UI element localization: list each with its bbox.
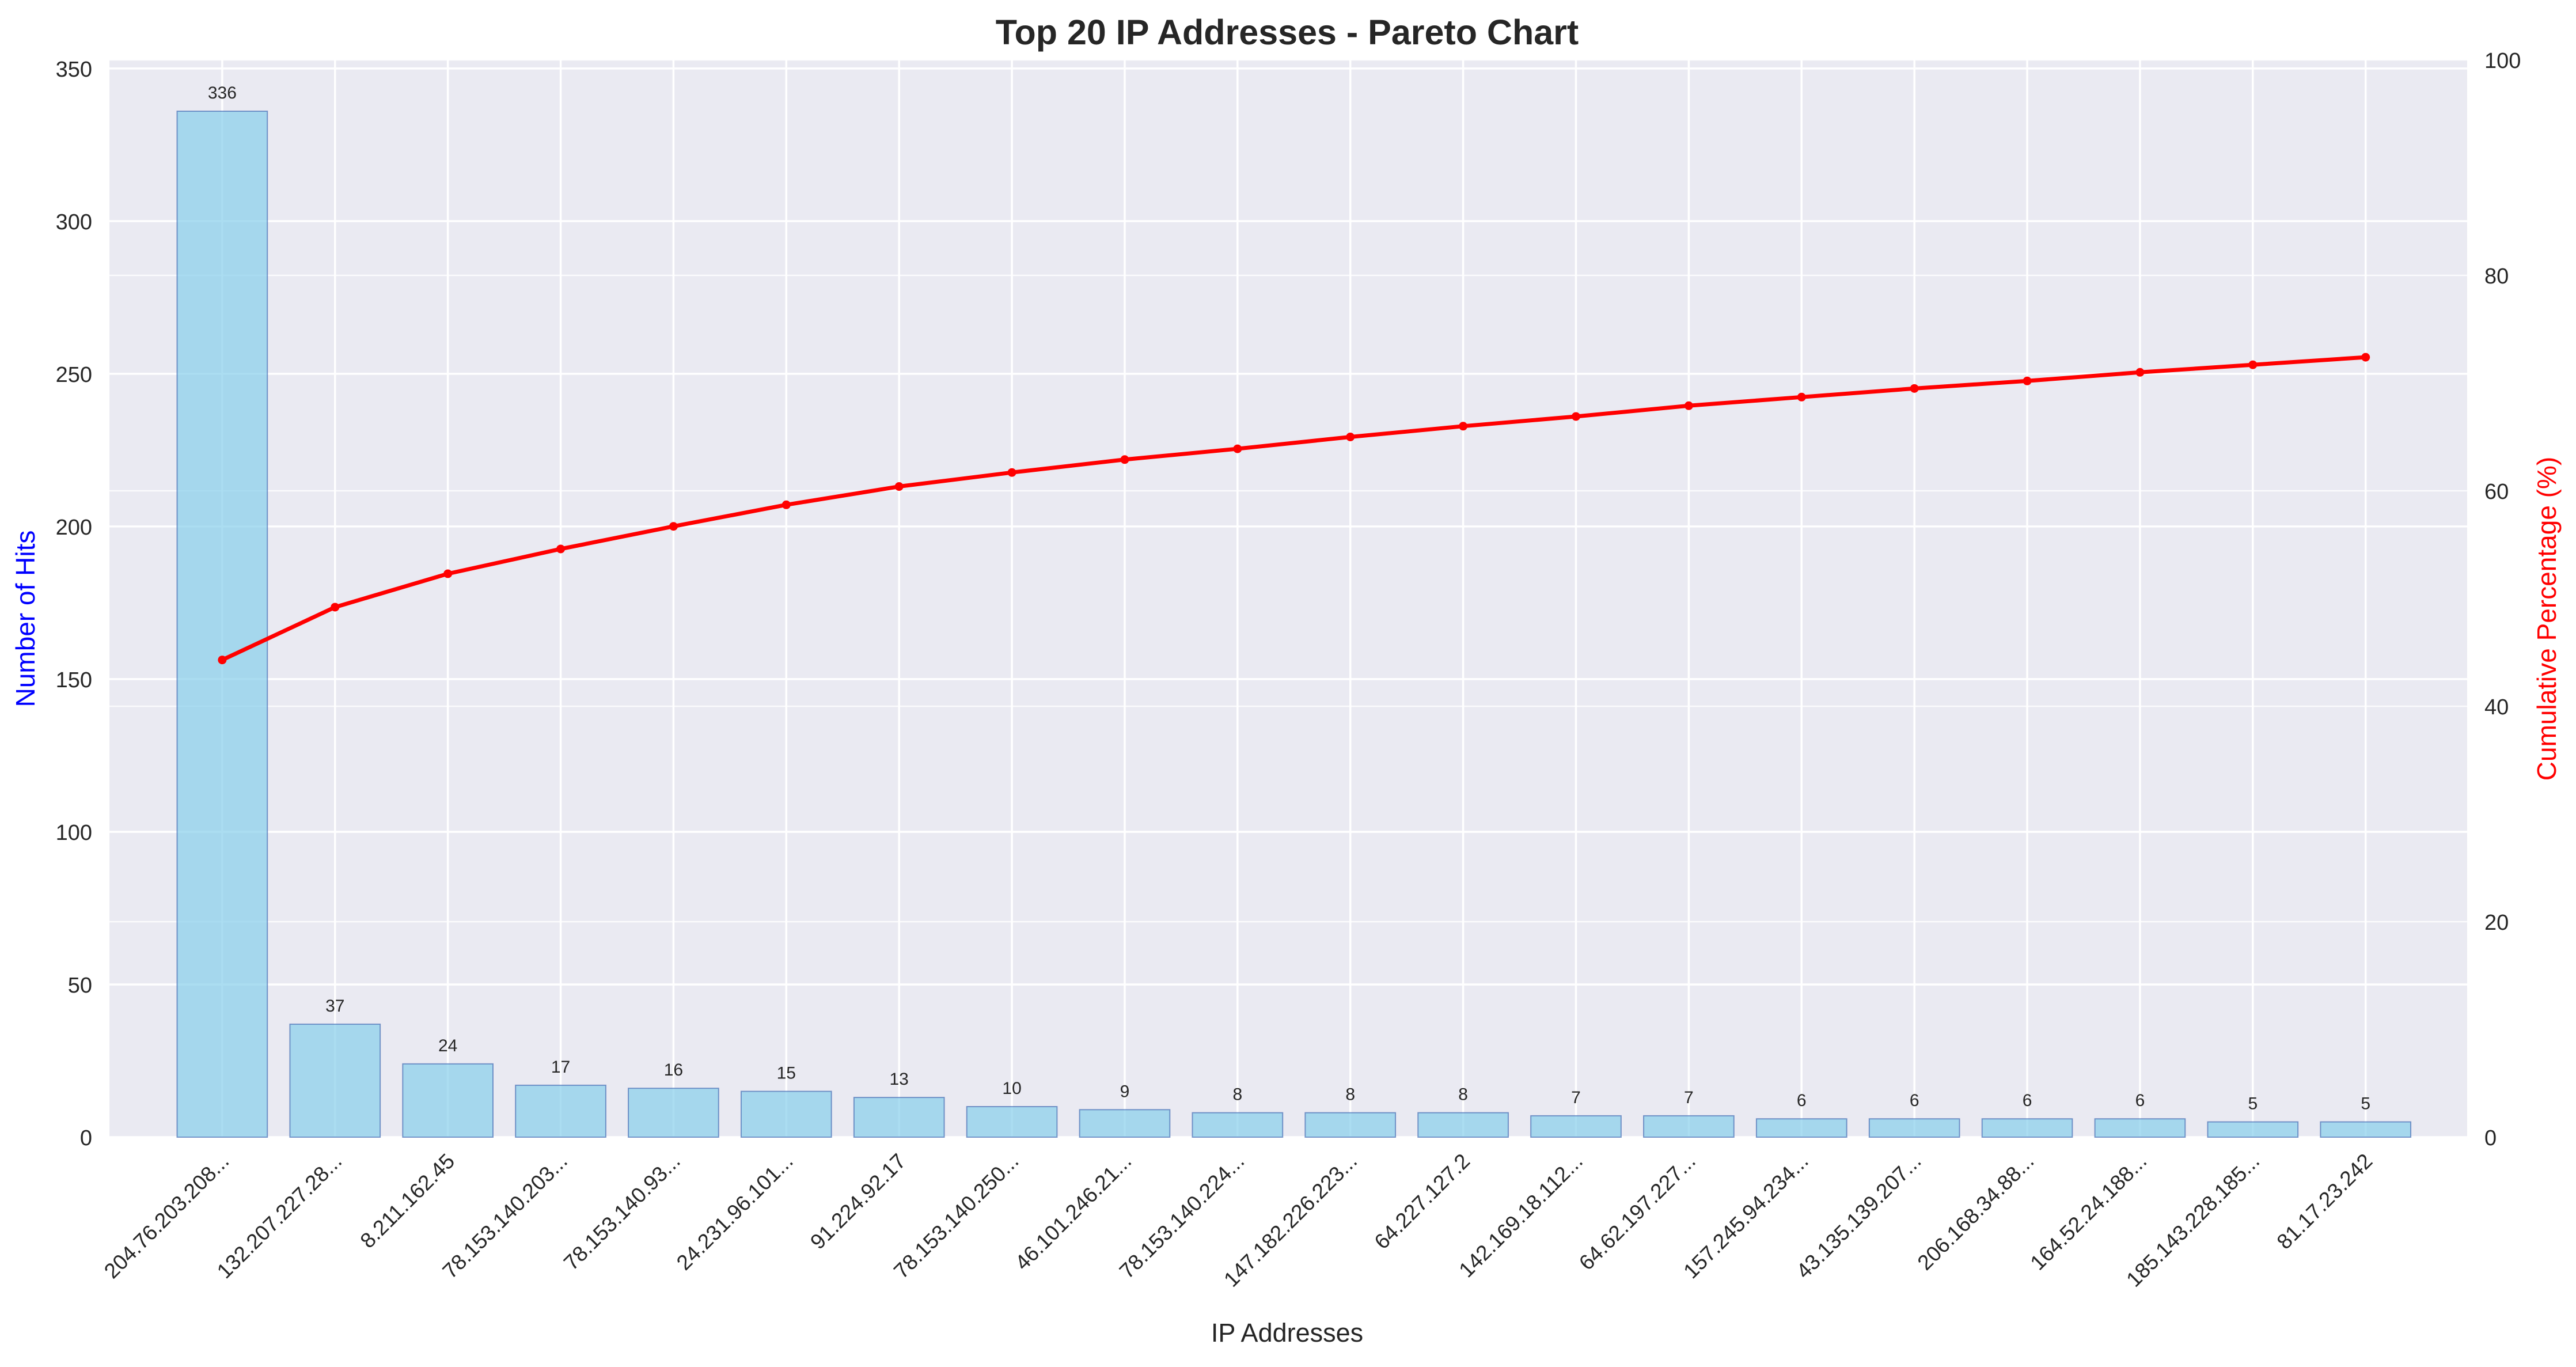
cumulative-point [2248,360,2258,369]
bar-value-label: 5 [2248,1094,2258,1113]
bar-value-label: 13 [890,1070,909,1089]
cumulative-point [1007,468,1016,477]
y-gridlines [109,67,2467,1138]
bar-value-label: 6 [2023,1091,2032,1110]
bar-value-label: 6 [2135,1091,2145,1110]
cumulative-line [220,355,2368,662]
cumulative-point [556,544,566,554]
bar [402,1063,494,1138]
bar [740,1090,832,1138]
y-axis-ticks: 0 50 100 150 200 250 300 350 [56,58,92,1150]
y2-tick-label: 20 [2484,911,2509,935]
cumulative-point [1797,392,1806,402]
cumulative-point [331,603,340,612]
bar-value-label: 6 [1910,1091,1919,1110]
y-tick-label: 300 [56,210,92,234]
bar [1530,1115,1622,1138]
bar-value-label: 8 [1458,1085,1468,1104]
cumulative-point [781,500,791,509]
cumulative-point [1120,455,1129,464]
bar-value-label: 16 [664,1061,683,1080]
bar [2094,1118,2186,1138]
y-tick-label: 50 [68,974,92,998]
bar-value-labels: 336 37 24 17 16 15 13 10 9 8 8 8 7 7 6 6 6 6 5 5 [208,84,2370,1113]
bar-value-label: 8 [1233,1085,1243,1104]
cumulative-point [2135,368,2145,377]
cumulative-line-series [218,353,2370,665]
cumulative-point [1684,401,1693,410]
x-gridlines [221,60,2367,1137]
bar-value-label: 10 [1002,1079,1021,1098]
cumulative-point [894,482,904,491]
cumulative-point [443,569,453,578]
y2-tick-label: 60 [2484,480,2509,504]
bar-series [176,111,2412,1138]
chart-title: Top 20 IP Addresses - Pareto Chart [996,13,1579,52]
cumulative-point [2023,376,2032,385]
bar-value-label: 24 [438,1036,457,1055]
bar-value-label: 5 [2361,1094,2370,1113]
bar [1643,1115,1735,1138]
cumulative-point [1572,412,1581,421]
y2-axis-ticks: 0 20 40 60 80 100 [2484,49,2521,1150]
bar-value-label: 7 [1571,1088,1581,1107]
y2-tick-label: 0 [2484,1126,2497,1150]
bar [966,1105,1058,1138]
bar [853,1097,945,1138]
bar [1192,1112,1284,1138]
bar-value-label: 6 [1797,1091,1807,1110]
y-tick-label: 0 [80,1126,92,1150]
bar-value-label: 7 [1684,1088,1694,1107]
y-tick-label: 150 [56,668,92,692]
y2-tick-label: 80 [2484,264,2509,289]
cumulative-point [669,522,678,531]
bar-value-label: 15 [777,1063,796,1082]
bar-value-label: 8 [1345,1085,1355,1104]
cumulative-point [1910,384,1919,393]
bar [176,111,268,1138]
cumulative-point [1233,444,1242,453]
bar [1868,1118,1960,1138]
bar [289,1023,381,1138]
y-tick-label: 250 [56,363,92,387]
y-tick-label: 100 [56,821,92,845]
bar [2207,1121,2299,1138]
y2-gridlines [109,59,2467,1138]
bar-value-label: 37 [325,997,344,1016]
y-axis-label: Number of Hits [10,531,40,707]
cumulative-point [1459,422,1468,431]
bar [1981,1118,2073,1138]
bar-value-label: 17 [551,1058,570,1077]
y-tick-label: 200 [56,516,92,540]
y2-tick-label: 100 [2484,49,2521,73]
y-tick-label: 350 [56,58,92,82]
y2-axis-label: Cumulative Percentage (%) [2532,457,2562,781]
cumulative-point [2361,353,2370,362]
bar [515,1084,606,1138]
y2-tick-label: 40 [2484,695,2509,720]
bar-value-label: 336 [208,84,237,103]
plot-area [109,60,2467,1137]
x-axis-label: IP Addresses [1211,1318,1363,1347]
bar [2320,1121,2412,1138]
cumulative-point [1346,433,1355,441]
bar [1417,1112,1509,1138]
cumulative-point [218,656,227,665]
bar [1079,1109,1171,1138]
bar-value-label: 9 [1120,1082,1130,1101]
bar [628,1088,719,1138]
bar [1304,1112,1397,1138]
bar [1755,1118,1847,1138]
